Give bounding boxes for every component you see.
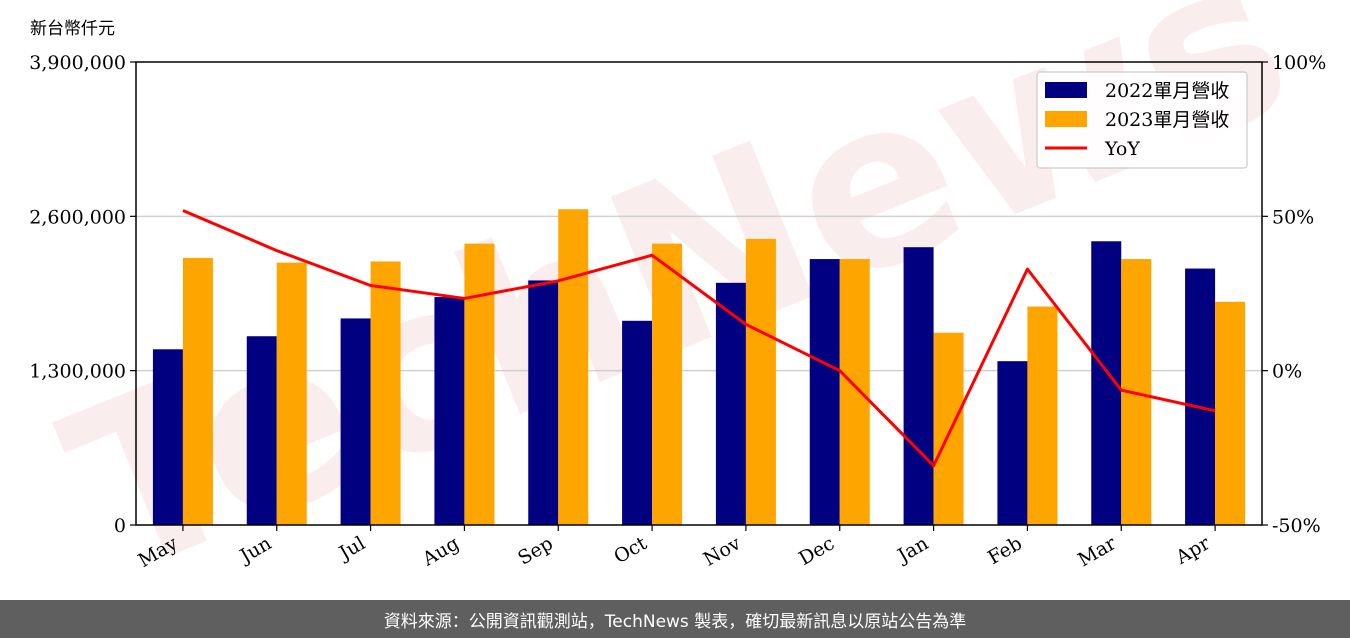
bar-2022: [997, 361, 1028, 525]
y-right-tick-label: 100%: [1272, 52, 1326, 74]
x-tick-label: Dec: [795, 532, 838, 570]
y-right-tick-label: 0%: [1272, 361, 1302, 383]
bar-2023: [370, 261, 401, 525]
legend-label: YoY: [1104, 138, 1140, 160]
revenue-chart: TechNews 01,300,0002,600,0003,900,000-50…: [29, 0, 1326, 600]
x-tick-label: Jan: [892, 532, 932, 568]
bar-2023: [839, 259, 870, 525]
source-text: 資料來源：公開資訊觀測站，TechNews 製表，確切最新訊息以原站公告為準: [383, 611, 967, 632]
x-tick-label: Apr: [1171, 532, 1214, 569]
legend-swatch: [1045, 111, 1087, 127]
bar-2022: [152, 349, 183, 525]
bar-2022: [1185, 268, 1216, 525]
legend-label: 2022單月營收: [1105, 80, 1229, 102]
bar-2023: [933, 332, 964, 525]
bar-2023: [464, 243, 495, 525]
x-tick-label: Sep: [514, 532, 557, 569]
x-tick-label: Nov: [700, 532, 745, 571]
bar-2023: [1027, 306, 1058, 525]
y-right-tick-label: 50%: [1272, 206, 1314, 228]
legend-swatch: [1045, 82, 1087, 98]
bar-2023: [652, 243, 683, 525]
plot-frame: [135, 61, 1263, 526]
bar-2022: [528, 280, 559, 525]
legend-label: 2023單月營收: [1105, 109, 1229, 131]
bar-2022: [246, 336, 277, 525]
y-axis-label: 新台幣仟元: [30, 19, 115, 39]
y-left-tick-label: 2,600,000: [29, 206, 126, 228]
bar-2023: [558, 209, 589, 525]
bar-2022: [434, 297, 465, 525]
bar-2022: [622, 320, 653, 525]
x-tick-label: Feb: [984, 532, 1026, 569]
bar-2022: [715, 282, 746, 525]
yoy-line: [182, 209, 1216, 468]
y-left-tick-label: 0: [114, 515, 126, 537]
x-tick-label: Mar: [1074, 532, 1120, 571]
source-footer: 資料來源：公開資訊觀測站，TechNews 製表，確切最新訊息以原站公告為準: [0, 600, 1350, 638]
bar-2022: [903, 247, 934, 525]
x-tick-label: Oct: [610, 532, 651, 568]
bar-2022: [809, 259, 840, 525]
y-right-tick-label: -50%: [1272, 515, 1321, 537]
bar-2023: [745, 238, 776, 525]
bar-2023: [276, 262, 307, 525]
y-left-tick-label: 1,300,000: [29, 361, 126, 383]
y-left-tick-label: 3,900,000: [29, 52, 126, 74]
x-tick-label: Aug: [418, 532, 463, 571]
bar-2023: [182, 257, 213, 525]
bar-2023: [1215, 301, 1246, 525]
legend-box: [1036, 71, 1248, 169]
chart-area: TechNews 01,300,0002,600,0003,900,000-50…: [29, 0, 1326, 600]
bar-2022: [340, 318, 371, 525]
